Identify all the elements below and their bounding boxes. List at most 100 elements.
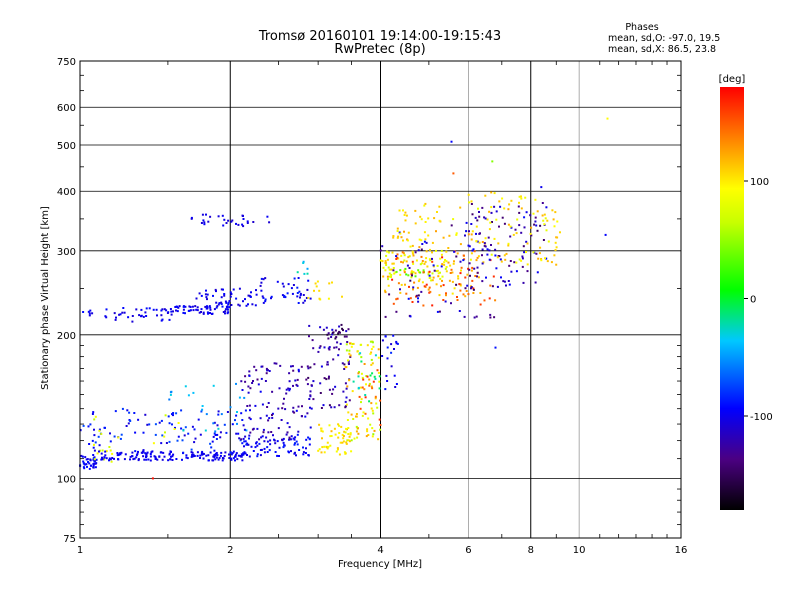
data-point	[396, 297, 399, 300]
data-point	[430, 279, 433, 282]
data-point	[378, 418, 381, 421]
data-point	[206, 307, 209, 310]
data-point	[447, 247, 450, 249]
data-point	[418, 238, 421, 241]
data-point	[161, 434, 164, 437]
data-point	[441, 279, 443, 282]
data-point	[415, 294, 418, 297]
data-point	[245, 443, 248, 446]
data-point	[412, 254, 415, 257]
data-point	[216, 305, 219, 308]
data-point	[181, 439, 184, 442]
data-point	[128, 411, 131, 414]
data-point	[520, 207, 523, 210]
data-point	[205, 413, 208, 416]
data-point	[372, 412, 375, 415]
data-point	[219, 436, 222, 439]
data-point	[230, 293, 233, 295]
data-point	[419, 263, 422, 266]
data-point	[311, 339, 314, 342]
data-point	[318, 423, 321, 426]
data-point	[490, 191, 493, 194]
data-point	[247, 303, 249, 306]
data-point	[304, 452, 307, 454]
data-point	[287, 387, 290, 390]
data-point	[523, 251, 526, 254]
data-point	[343, 363, 346, 366]
data-point	[366, 428, 369, 431]
data-point	[310, 407, 313, 410]
data-point	[526, 270, 529, 273]
data-point	[255, 289, 257, 292]
data-point	[460, 266, 463, 269]
data-point	[544, 257, 546, 260]
data-point	[352, 418, 355, 420]
data-point	[396, 253, 399, 256]
data-point	[181, 458, 183, 461]
data-point	[254, 446, 257, 449]
data-point	[465, 290, 468, 292]
data-point	[214, 288, 217, 291]
data-point	[337, 436, 340, 439]
data-point	[362, 411, 365, 414]
data-point	[238, 287, 241, 290]
data-point	[244, 375, 247, 378]
data-point	[379, 424, 382, 426]
data-point	[542, 239, 545, 241]
data-point	[543, 213, 546, 216]
data-point	[142, 455, 145, 458]
data-point	[397, 282, 400, 285]
data-point	[296, 433, 299, 436]
data-point	[153, 455, 156, 458]
data-point	[414, 251, 417, 254]
data-point	[396, 256, 399, 259]
data-point	[146, 423, 149, 426]
data-point	[223, 294, 226, 297]
data-point	[238, 396, 241, 399]
data-point	[431, 272, 434, 275]
data-point	[384, 269, 387, 272]
data-point	[221, 305, 224, 308]
data-point	[520, 195, 522, 198]
data-point	[369, 352, 372, 355]
data-point	[171, 455, 174, 458]
data-point	[209, 451, 212, 454]
data-point	[474, 216, 477, 219]
data-point	[436, 264, 439, 267]
data-point	[321, 430, 324, 433]
data-point	[392, 235, 395, 237]
data-point	[230, 220, 233, 223]
data-point	[131, 455, 134, 458]
data-point	[119, 313, 122, 316]
data-point	[80, 454, 83, 457]
data-point	[510, 199, 513, 202]
data-point	[177, 422, 180, 424]
data-point	[91, 413, 94, 415]
data-point	[256, 453, 259, 456]
data-point	[104, 450, 107, 453]
data-point	[390, 268, 393, 271]
data-point	[303, 299, 306, 302]
data-point	[192, 455, 195, 458]
data-point	[258, 442, 261, 445]
data-point	[518, 224, 521, 227]
data-point	[172, 412, 175, 414]
data-point	[244, 440, 247, 443]
data-point	[327, 297, 330, 300]
data-point	[238, 437, 241, 440]
data-point	[323, 451, 326, 454]
data-point	[386, 346, 389, 349]
data-point	[270, 297, 272, 300]
data-point	[201, 450, 204, 453]
data-point	[230, 453, 233, 456]
data-point	[290, 435, 293, 438]
data-point	[541, 214, 544, 217]
data-point	[196, 306, 199, 309]
data-point	[359, 386, 362, 389]
data-point	[297, 430, 300, 433]
data-point	[428, 258, 431, 261]
data-point	[366, 430, 369, 433]
data-point	[399, 291, 402, 294]
data-point	[292, 406, 295, 409]
data-point	[217, 303, 220, 306]
